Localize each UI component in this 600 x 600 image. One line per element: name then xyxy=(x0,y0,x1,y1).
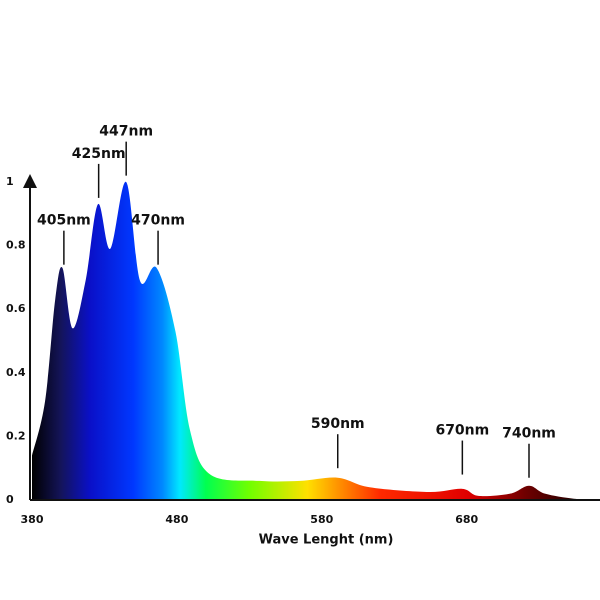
y-tick-label: 0 xyxy=(6,493,14,506)
y-tick-label: 0.4 xyxy=(6,366,26,379)
x-axis-title: Wave Lenght (nm) xyxy=(259,533,394,548)
y-tick-label: 0.2 xyxy=(6,429,26,442)
annotation-label: 425nm xyxy=(72,146,126,162)
annotation-label: 740nm xyxy=(502,426,556,442)
annotation-label: 670nm xyxy=(435,423,489,439)
y-tick-label: 0.8 xyxy=(6,239,26,252)
x-tick-label: 480 xyxy=(165,513,188,526)
y-tick-label: 1 xyxy=(6,175,14,188)
annotation-label: 470nm xyxy=(131,213,185,229)
y-axis-arrow xyxy=(23,174,37,188)
spectrum-area xyxy=(32,181,600,500)
y-tick-label: 0.6 xyxy=(6,302,26,315)
x-tick-label: 380 xyxy=(21,513,44,526)
annotation-label: 447nm xyxy=(99,124,153,140)
annotation-label: 405nm xyxy=(37,213,91,229)
annotation-label: 590nm xyxy=(311,416,365,432)
x-tick-label: 680 xyxy=(455,513,478,526)
x-tick-label: 580 xyxy=(310,513,333,526)
